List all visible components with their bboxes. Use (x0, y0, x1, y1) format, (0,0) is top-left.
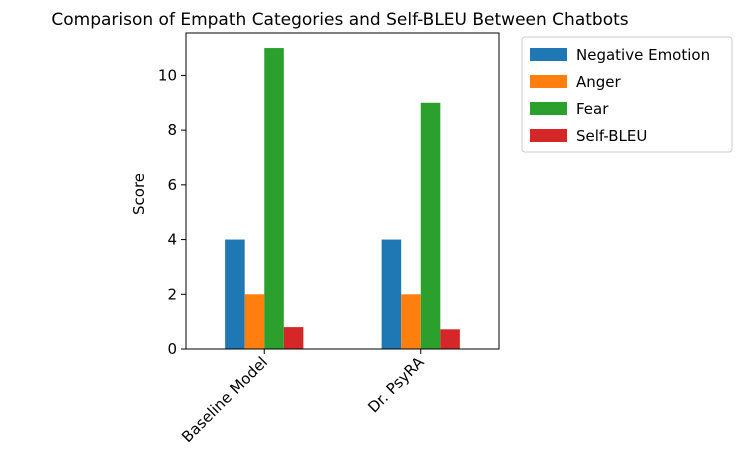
y-tick-label: 6 (167, 176, 177, 194)
legend-label: Fear (576, 100, 609, 118)
y-tick-label: 4 (167, 231, 177, 249)
bar-anger-0 (244, 294, 265, 349)
bar-anger-1 (401, 294, 421, 349)
legend-label: Self-BLEU (576, 127, 647, 145)
axes-layer: 0 2 4 6 8 10 Baseline Model Dr. PsyRA (158, 32, 500, 446)
legend-swatch (530, 48, 567, 61)
x-tick-label: Dr. PsyRA (364, 353, 428, 417)
y-axis-label: Score (130, 173, 148, 215)
bar-self-bleu-0 (283, 327, 304, 349)
chart-title: Comparison of Empath Categories and Self… (51, 10, 628, 30)
legend: Negative Emotion Anger Fear Self-BLEU (521, 36, 733, 153)
y-tick-label: 0 (167, 340, 177, 358)
plot-frame (185, 32, 500, 350)
bar-negative-emotion-1 (381, 239, 402, 349)
bar-negative-emotion-0 (225, 239, 245, 349)
y-tick-label: 8 (167, 121, 177, 139)
bar-self-bleu-1 (440, 329, 460, 349)
bar-fear-1 (420, 102, 441, 349)
legend-frame (521, 36, 733, 153)
y-tick-label: 2 (167, 285, 177, 303)
legend-swatch (530, 129, 567, 142)
bar-fear-0 (264, 48, 284, 350)
x-tick-label: Baseline Model (178, 353, 271, 446)
legend-label: Negative Emotion (576, 46, 710, 64)
legend-swatch (530, 75, 567, 88)
y-tick-label: 10 (158, 66, 177, 84)
bars-layer (225, 48, 460, 350)
legend-label: Anger (576, 73, 622, 91)
legend-swatch (530, 102, 567, 115)
